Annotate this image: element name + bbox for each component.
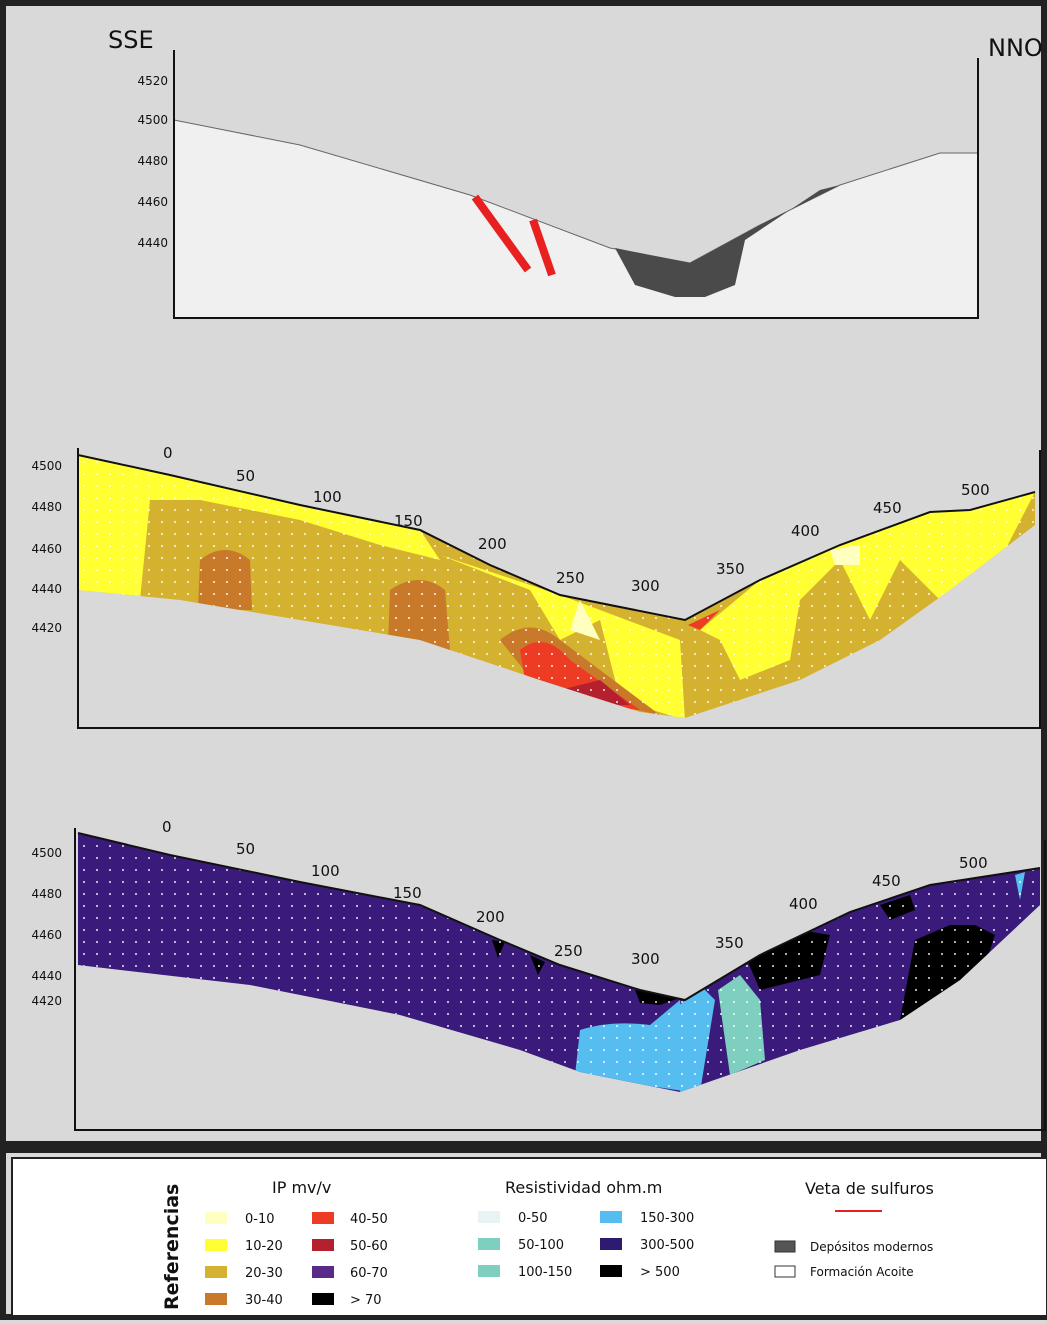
legend-label: 300-500 [640,1238,694,1253]
distance-label: 500 [961,481,990,499]
distance-label: 250 [556,569,585,587]
legend-label: 50-100 [518,1238,564,1253]
elevation-label: 4480 [137,154,168,168]
elevation-label: 4460 [31,928,62,942]
distance-label: 400 [789,895,818,913]
distance-label: 150 [393,884,422,902]
swatch [205,1212,227,1224]
legend-heading: IP mv/v [272,1178,331,1197]
distance-label: 0 [162,818,172,836]
distance-label: 450 [873,499,902,517]
legend-label: Formación Acoite [810,1265,914,1279]
legend-heading: Veta de sulfuros [805,1179,934,1198]
direction-label: SSE [108,26,154,54]
swatch [205,1293,227,1305]
divider [6,1141,1047,1153]
legend-label: 30-40 [245,1293,283,1308]
swatch [600,1238,622,1250]
legend-heading: Resistividad ohm.m [505,1178,662,1197]
elevation-label: 4460 [137,195,168,209]
legend-label: > 70 [350,1293,382,1308]
distance-label: 200 [478,535,507,553]
elevation-label: 4480 [31,887,62,901]
distance-label: 0 [163,444,173,462]
distance-label: 150 [394,512,423,530]
legend-label: Depósitos modernos [810,1240,933,1254]
distance-label: 400 [791,522,820,540]
legend: Referencias IP mv/v 0-10 10-20 20-30 30-… [11,1157,1047,1317]
axes [173,50,979,319]
swatch [774,1240,796,1253]
distance-label: 100 [311,862,340,880]
elevation-label: 4440 [31,582,62,596]
distance-label: 100 [313,488,342,506]
distance-label: 250 [554,942,583,960]
legend-label: 0-10 [245,1212,275,1227]
distance-label: 200 [476,908,505,926]
elevation-label: 4420 [31,621,62,635]
legend-label: 100-150 [518,1265,572,1280]
elevation-label: 4500 [31,846,62,860]
distance-label: 450 [872,872,901,890]
swatch [600,1211,622,1223]
legend-label: 0-50 [518,1211,548,1226]
direction-label: NNO [988,34,1043,62]
swatch [312,1266,334,1278]
legend-box [11,1157,1047,1317]
distance-label: 300 [631,950,660,968]
elevation-label: 4420 [31,994,62,1008]
legend-label: 50-60 [350,1239,388,1254]
modern-deposits [615,185,840,297]
elevation-label: 4520 [137,74,168,88]
legend-label: 10-20 [245,1239,283,1254]
swatch [478,1211,500,1223]
distance-label: 50 [236,467,255,485]
legend-label: 150-300 [640,1211,694,1226]
elevation-label: 4500 [137,113,168,127]
distance-label: 50 [236,840,255,858]
swatch [312,1293,334,1305]
elevation-label: 4500 [31,459,62,473]
axes [77,448,1041,729]
surface [77,454,1036,622]
elevation-label: 4440 [31,969,62,983]
legend-label: 40-50 [350,1212,388,1227]
distance-label: 500 [959,854,988,872]
elevation-label: 4460 [31,542,62,556]
distance-label: 350 [716,560,745,578]
distance-label: 350 [715,934,744,952]
legend-title: Referencias [161,1184,183,1310]
elevation-label: 4440 [137,236,168,250]
vein [529,218,556,277]
swatch [478,1265,500,1277]
legend-label: > 500 [640,1265,680,1280]
swatch [205,1266,227,1278]
legend-label: 60-70 [350,1266,388,1281]
swatch [205,1239,227,1251]
vein [471,194,532,273]
swatch [312,1239,334,1251]
elevation-label: 4480 [31,500,62,514]
surface [77,832,1041,1002]
top-section: SSE NNO 4520 4500 4480 4460 4440 [108,26,1043,319]
distance-label: 300 [631,577,660,595]
swatch [478,1238,500,1250]
swatch [600,1265,622,1277]
swatch [774,1265,796,1278]
axes [74,828,1046,1131]
swatch [312,1212,334,1224]
legend-label: 20-30 [245,1266,283,1281]
